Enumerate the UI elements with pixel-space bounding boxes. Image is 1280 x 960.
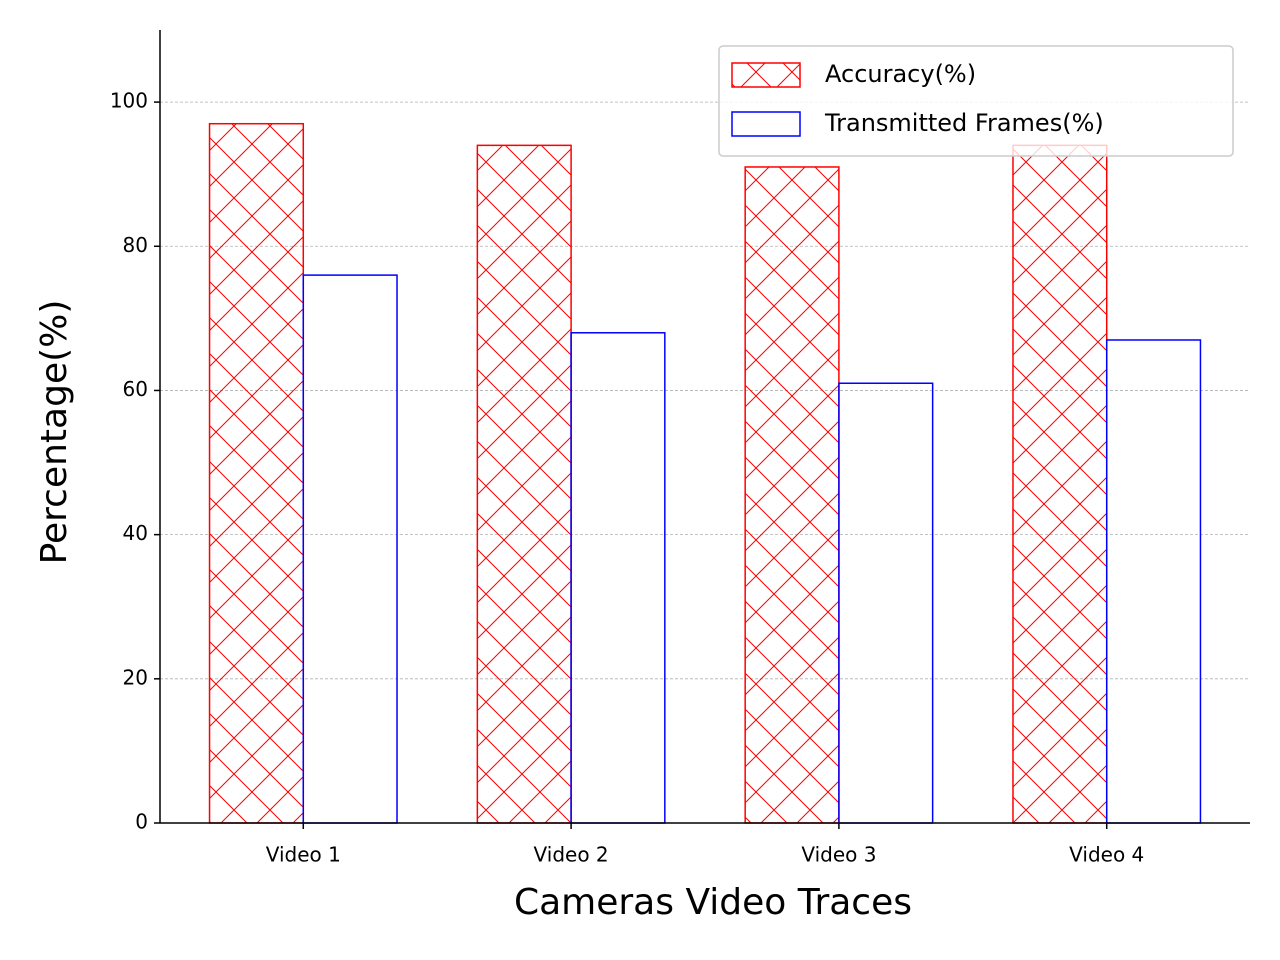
y-tick-label: 40	[123, 521, 148, 545]
legend-label: Accuracy(%)	[825, 60, 976, 88]
y-tick-label: 80	[123, 233, 148, 257]
x-tick-label: Video 4	[1069, 843, 1144, 867]
legend-swatch	[731, 111, 801, 137]
bar	[302, 274, 398, 824]
legend: Accuracy(%) Transmitted Frames(%)	[718, 45, 1234, 157]
y-tick-label: 100	[110, 89, 148, 113]
bar	[208, 122, 305, 824]
y-axis-label: Percentage(%)	[34, 300, 75, 565]
x-tick-label: Video 1	[266, 843, 341, 867]
bar	[838, 382, 934, 824]
bar	[744, 166, 840, 824]
legend-swatch	[731, 62, 801, 88]
y-tick-label: 60	[123, 377, 148, 401]
x-tick-label: Video 2	[534, 843, 609, 867]
legend-label: Transmitted Frames(%)	[824, 109, 1104, 137]
bar	[1012, 144, 1108, 824]
y-tick-label: 0	[135, 810, 148, 834]
bar	[1105, 339, 1202, 824]
bar	[570, 332, 666, 824]
bar	[476, 144, 572, 824]
bars	[208, 122, 1202, 824]
legend-box	[718, 45, 1234, 157]
x-tick-label: Video 3	[801, 843, 876, 867]
y-tick-label: 20	[123, 665, 148, 689]
x-axis-label: Cameras Video Traces	[514, 882, 912, 923]
